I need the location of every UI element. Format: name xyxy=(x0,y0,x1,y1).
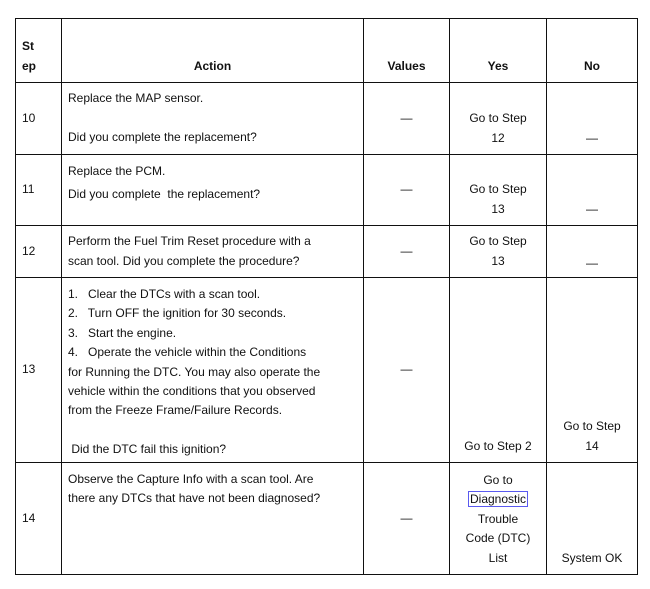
action-cell: Replace the MAP sensor. Did you complete… xyxy=(61,82,364,155)
dtc-list-link[interactable]: Diagnostic xyxy=(467,491,529,508)
values-cell: — xyxy=(363,154,450,226)
header-yes: Yes xyxy=(449,18,547,83)
action-line: from the Freeze Frame/Failure Records. xyxy=(68,403,283,418)
header-values: Values xyxy=(363,18,450,83)
header-row: St ep Action Values Yes No xyxy=(15,18,638,83)
action-line: Replace the PCM. xyxy=(68,164,166,178)
header-action: Action xyxy=(61,18,364,83)
step-number: 13 xyxy=(15,277,62,463)
action-line: 1. Clear the DTCs with a scan tool. xyxy=(68,287,261,301)
action-line: Replace the MAP sensor. xyxy=(68,91,204,106)
yes-cell: Go to Step 12 xyxy=(449,82,547,155)
header-no: No xyxy=(546,18,638,83)
action-line: there any DTCs that have not been diagno… xyxy=(68,491,321,506)
table-row: 14 Observe the Capture Info with a scan … xyxy=(15,462,638,575)
header-step: St ep xyxy=(15,18,62,83)
step-number: 10 xyxy=(15,82,62,155)
action-line: 4. Operate the vehicle within the Condit… xyxy=(68,345,307,360)
diagnostic-table: St ep Action Values Yes No 10 Replace the… xyxy=(15,18,638,575)
action-line xyxy=(68,421,357,440)
action-cell: Observe the Capture Info with a scan too… xyxy=(61,462,364,575)
step-number: 14 xyxy=(15,462,62,575)
action-line: Perform the Fuel Trim Reset procedure wi… xyxy=(68,234,311,249)
no-cell: — xyxy=(546,82,638,155)
yes-cell: Go to Step 2 xyxy=(449,277,547,463)
action-cell: Perform the Fuel Trim Reset procedure wi… xyxy=(61,225,364,278)
action-line: Observe the Capture Info with a scan too… xyxy=(68,472,314,486)
yes-cell: Go to Diagnostic Trouble Code (DTC) List xyxy=(449,462,547,575)
action-cell: 1. Clear the DTCs with a scan tool. 2. T… xyxy=(61,277,364,463)
step-number: 11 xyxy=(15,154,62,226)
table-row: 12 Perform the Fuel Trim Reset procedure… xyxy=(15,225,638,278)
step-number: 12 xyxy=(15,225,62,278)
values-cell: — xyxy=(363,277,450,463)
action-line: 2. Turn OFF the ignition for 30 seconds. xyxy=(68,306,287,321)
values-cell: — xyxy=(363,82,450,155)
table-row: 11 Replace the PCM. Did you complete the… xyxy=(15,154,638,226)
action-line xyxy=(68,109,357,128)
table-row: 10 Replace the MAP sensor. Did you compl… xyxy=(15,82,638,155)
no-cell: — xyxy=(546,154,638,226)
table-row: 13 1. Clear the DTCs with a scan tool. 2… xyxy=(15,277,638,463)
action-line: Did you complete the replacement? xyxy=(68,130,257,145)
action-cell: Replace the PCM. Did you complete the re… xyxy=(61,154,364,226)
no-cell: System OK xyxy=(546,462,638,575)
action-line: Did the DTC fail this ignition? xyxy=(68,442,227,457)
no-cell: Go to Step 14 xyxy=(546,277,638,463)
action-line: Did you complete the replacement? xyxy=(68,187,261,202)
yes-cell: Go to Step 13 xyxy=(449,154,547,226)
values-cell: — xyxy=(363,462,450,575)
action-line: scan tool. Did you complete the procedur… xyxy=(68,253,300,268)
action-line: for Running the DTC. You may also operat… xyxy=(68,364,321,379)
no-cell: — xyxy=(546,225,638,278)
yes-cell: Go to Step 13 xyxy=(449,225,547,278)
values-cell: — xyxy=(363,225,450,278)
action-line: 3. Start the engine. xyxy=(68,325,177,340)
action-line: vehicle within the conditions that you o… xyxy=(68,384,316,399)
